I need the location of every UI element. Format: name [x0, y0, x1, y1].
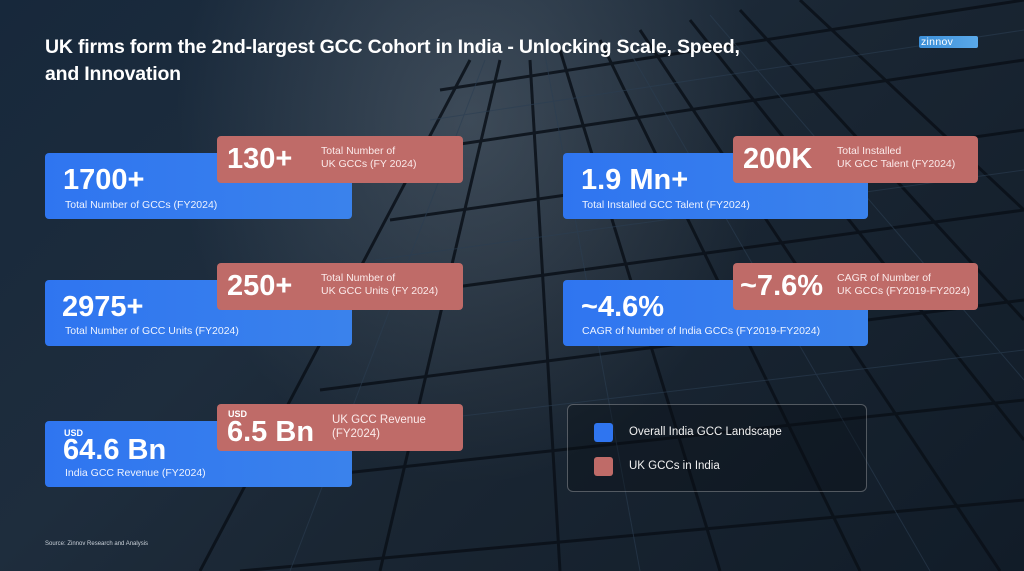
metric-value: 64.6 Bn	[63, 434, 167, 466]
metric-value: 130+	[227, 143, 293, 175]
legend-swatch-uk	[594, 457, 613, 476]
metric-label-line1: Total Number of	[321, 272, 396, 284]
uk-gcc-cagr-card: ~7.6% CAGR of Number of UK GCCs (FY2019-…	[733, 263, 978, 310]
uk-gcc-revenue-card: USD 6.5 Bn UK GCC Revenue (FY2024)	[217, 404, 463, 451]
metric-label-line1: Total Number of	[321, 145, 396, 157]
metric-label: Total Number of GCC Units (FY2024)	[65, 325, 239, 337]
metric-label: Total Installed GCC Talent (FY2024)	[582, 199, 750, 211]
metric-label-line2: UK GCC Talent (FY2024)	[837, 158, 956, 170]
metric-label-line2: UK GCC Units (FY 2024)	[321, 285, 439, 297]
metric-label-line1: CAGR of Number of	[837, 272, 931, 284]
metric-value: 200K	[743, 143, 813, 175]
uk-gcc-count-card: 130+ Total Number of UK GCCs (FY 2024)	[217, 136, 463, 183]
metric-value: 2975+	[62, 291, 144, 323]
legend-label-uk: UK GCCs in India	[629, 460, 720, 472]
uk-gcc-talent-card: 200K Total Installed UK GCC Talent (FY20…	[733, 136, 978, 183]
metric-label-line1: Total Installed	[837, 145, 902, 157]
metric-label: CAGR of Number of India GCCs (FY2019-FY2…	[582, 325, 821, 337]
india-gcc-units-card: 2975+ Total Number of GCC Units (FY2024)	[45, 280, 352, 346]
currency-prefix: USD	[228, 409, 248, 419]
metric-label: India GCC Revenue (FY2024)	[65, 467, 206, 479]
zinnov-logo: zinnov	[919, 36, 978, 48]
legend-label-india: Overall India GCC Landscape	[629, 426, 782, 438]
metric-value: 1700+	[63, 164, 145, 196]
slide-title: UK firms form the 2nd-largest GCC Cohort…	[45, 36, 740, 85]
currency-prefix: USD	[64, 428, 84, 438]
legend: Overall India GCC Landscape UK GCCs in I…	[567, 404, 867, 492]
metric-value: 250+	[227, 270, 293, 302]
legend-swatch-india	[594, 423, 613, 442]
metric-value: ~4.6%	[581, 291, 665, 323]
metric-label: Total Number of GCCs (FY2024)	[65, 199, 218, 211]
metric-value: 6.5 Bn	[227, 416, 315, 448]
metric-value: ~7.6%	[740, 270, 824, 302]
metric-label-line1: UK GCC Revenue	[332, 414, 426, 426]
source-note: Source: Zinnov Research and Analysis	[45, 541, 149, 547]
india-gcc-revenue-card: USD 64.6 Bn India GCC Revenue (FY2024)	[45, 421, 352, 487]
metric-label-line2: UK GCCs (FY2019-FY2024)	[837, 285, 971, 297]
metric-value: 1.9 Mn+	[581, 164, 689, 196]
metric-label-line2: UK GCCs (FY 2024)	[321, 158, 417, 170]
metric-label-line2: (FY2024)	[332, 428, 380, 440]
uk-gcc-units-card: 250+ Total Number of UK GCC Units (FY 20…	[217, 263, 463, 310]
